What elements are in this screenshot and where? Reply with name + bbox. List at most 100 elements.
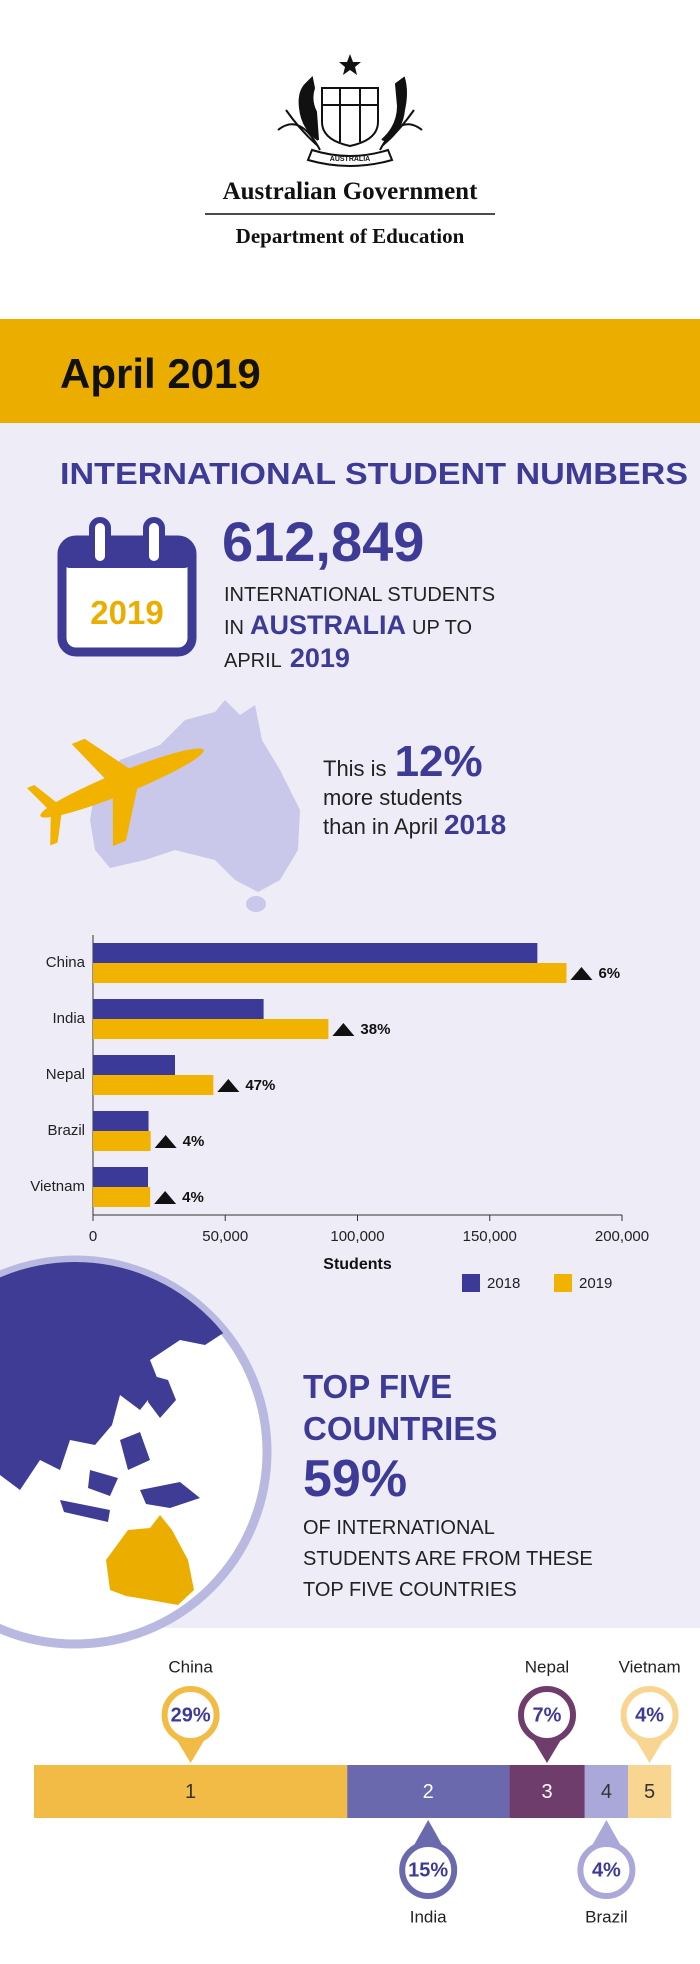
bar [93,1167,149,1187]
legend-label: 2019 [579,1275,612,1292]
share-segment [628,1765,672,1818]
rank-label: 5 [644,1781,655,1803]
plane-wing [71,738,135,783]
y-tick-label: Brazil [47,1122,85,1139]
tasmania-map [246,896,266,912]
emblem-kangaroo [298,75,319,141]
growth-text: than in April 2018 [323,809,506,840]
rank-label: 2 [423,1781,434,1803]
bar [93,1075,214,1095]
y-tick-label: China [46,954,86,971]
share-segment [584,1765,628,1818]
text-part: than in April [323,814,438,839]
calendar-top [62,540,192,568]
text-part: IN [224,617,244,639]
top-five-share: 59% [303,1450,407,1508]
bar [93,1111,149,1131]
growth-marker [332,1023,355,1036]
calendar-ring [89,517,111,567]
country-label: China [168,1657,213,1676]
value-label: 4% [592,1859,621,1881]
pin-circle [399,1841,458,1899]
text-emphasis: 2018 [444,809,506,840]
plane-body [40,748,204,818]
bar [93,963,567,983]
calendar-icon [57,517,197,657]
total-text: APRIL 2019 [224,643,350,673]
x-tick-label: 50,000 [202,1228,248,1245]
emblem [277,54,423,167]
department-name: Department of Education [236,224,465,248]
rank-label: 4 [601,1781,612,1803]
country-label: Nepal [525,1657,569,1676]
x-axis-title: Students [323,1256,392,1273]
total-text: IN AUSTRALIA UP TO [224,610,472,640]
growth-text: This is 12% [323,737,483,786]
bar [93,999,264,1019]
pin-circle [518,1686,576,1744]
x-tick-label: 200,000 [595,1228,649,1245]
bar [93,1131,151,1151]
emblem-shield-lines [322,88,378,142]
share-chart: 1 29% China 2 15% India 3 7% Nepal 4 4% Brazil 5 4% Vi… [34,1657,681,1926]
top-five-text: TOP FIVE COUNTRIES [303,1579,517,1601]
growth-label: 38% [360,1021,390,1038]
text-part: APRIL [224,650,282,672]
banner-title: April 2019 [60,350,261,397]
share-segment [34,1765,348,1818]
country-label: India [410,1907,447,1926]
growth-marker [570,967,593,980]
rank-label: 1 [185,1781,196,1803]
text-part: UP TO [412,617,472,639]
value-label: 7% [533,1704,562,1726]
growth-label: 4% [183,1133,205,1150]
pin-circle [577,1841,636,1899]
x-tick-label: 0 [89,1228,97,1245]
plane-wing [112,781,139,846]
rank-label: 3 [541,1781,552,1803]
y-tick-label: Vietnam [30,1178,85,1195]
share-segment [509,1765,585,1818]
top-five-text: OF INTERNATIONAL [303,1517,495,1539]
emblem-shield [321,87,379,148]
text-emphasis: 2019 [290,643,350,673]
growth-label: 6% [598,965,620,982]
value-label: 4% [635,1704,664,1726]
text-emphasis: 12% [395,737,483,786]
text-emphasis: AUSTRALIA [250,610,406,640]
globe [0,1255,272,1649]
australia-map [90,700,300,892]
top-five-text: STUDENTS ARE FROM THESE [303,1548,593,1570]
calendar-year: 2019 [90,594,163,631]
bar [93,1019,329,1039]
share-segment [347,1765,510,1818]
australia-globe [106,1515,194,1605]
section-title: INTERNATIONAL STUDENT NUMBERS [60,456,688,491]
growth-text: more students [323,785,462,810]
country-label: Vietnam [619,1657,681,1676]
emblem-motto: AUSTRALIA [330,156,370,163]
x-tick-label: 100,000 [330,1228,384,1245]
y-tick-label: Nepal [46,1066,85,1083]
x-tick-label: 150,000 [463,1228,517,1245]
bar [93,943,538,963]
banner [0,319,700,423]
growth-marker [154,1191,177,1204]
legend-swatch [462,1274,480,1292]
top-five-title: TOP FIVE [303,1368,452,1405]
emblem-star [339,54,361,75]
emblem-scroll [306,148,394,167]
value-label: 15% [408,1859,448,1881]
bar [93,1055,175,1075]
text-part: This is [323,756,387,781]
growth-label: 47% [245,1077,275,1094]
calendar-ring [143,517,165,567]
emblem-wattle [277,109,423,151]
legend-swatch [554,1274,572,1292]
bar-chart: 0 50,000 100,000 150,000 200,000 China 6% India… [30,935,649,1292]
legend-label: 2018 [487,1275,520,1292]
top-five-title: COUNTRIES [303,1410,497,1447]
total-students: 612,849 [222,510,424,573]
